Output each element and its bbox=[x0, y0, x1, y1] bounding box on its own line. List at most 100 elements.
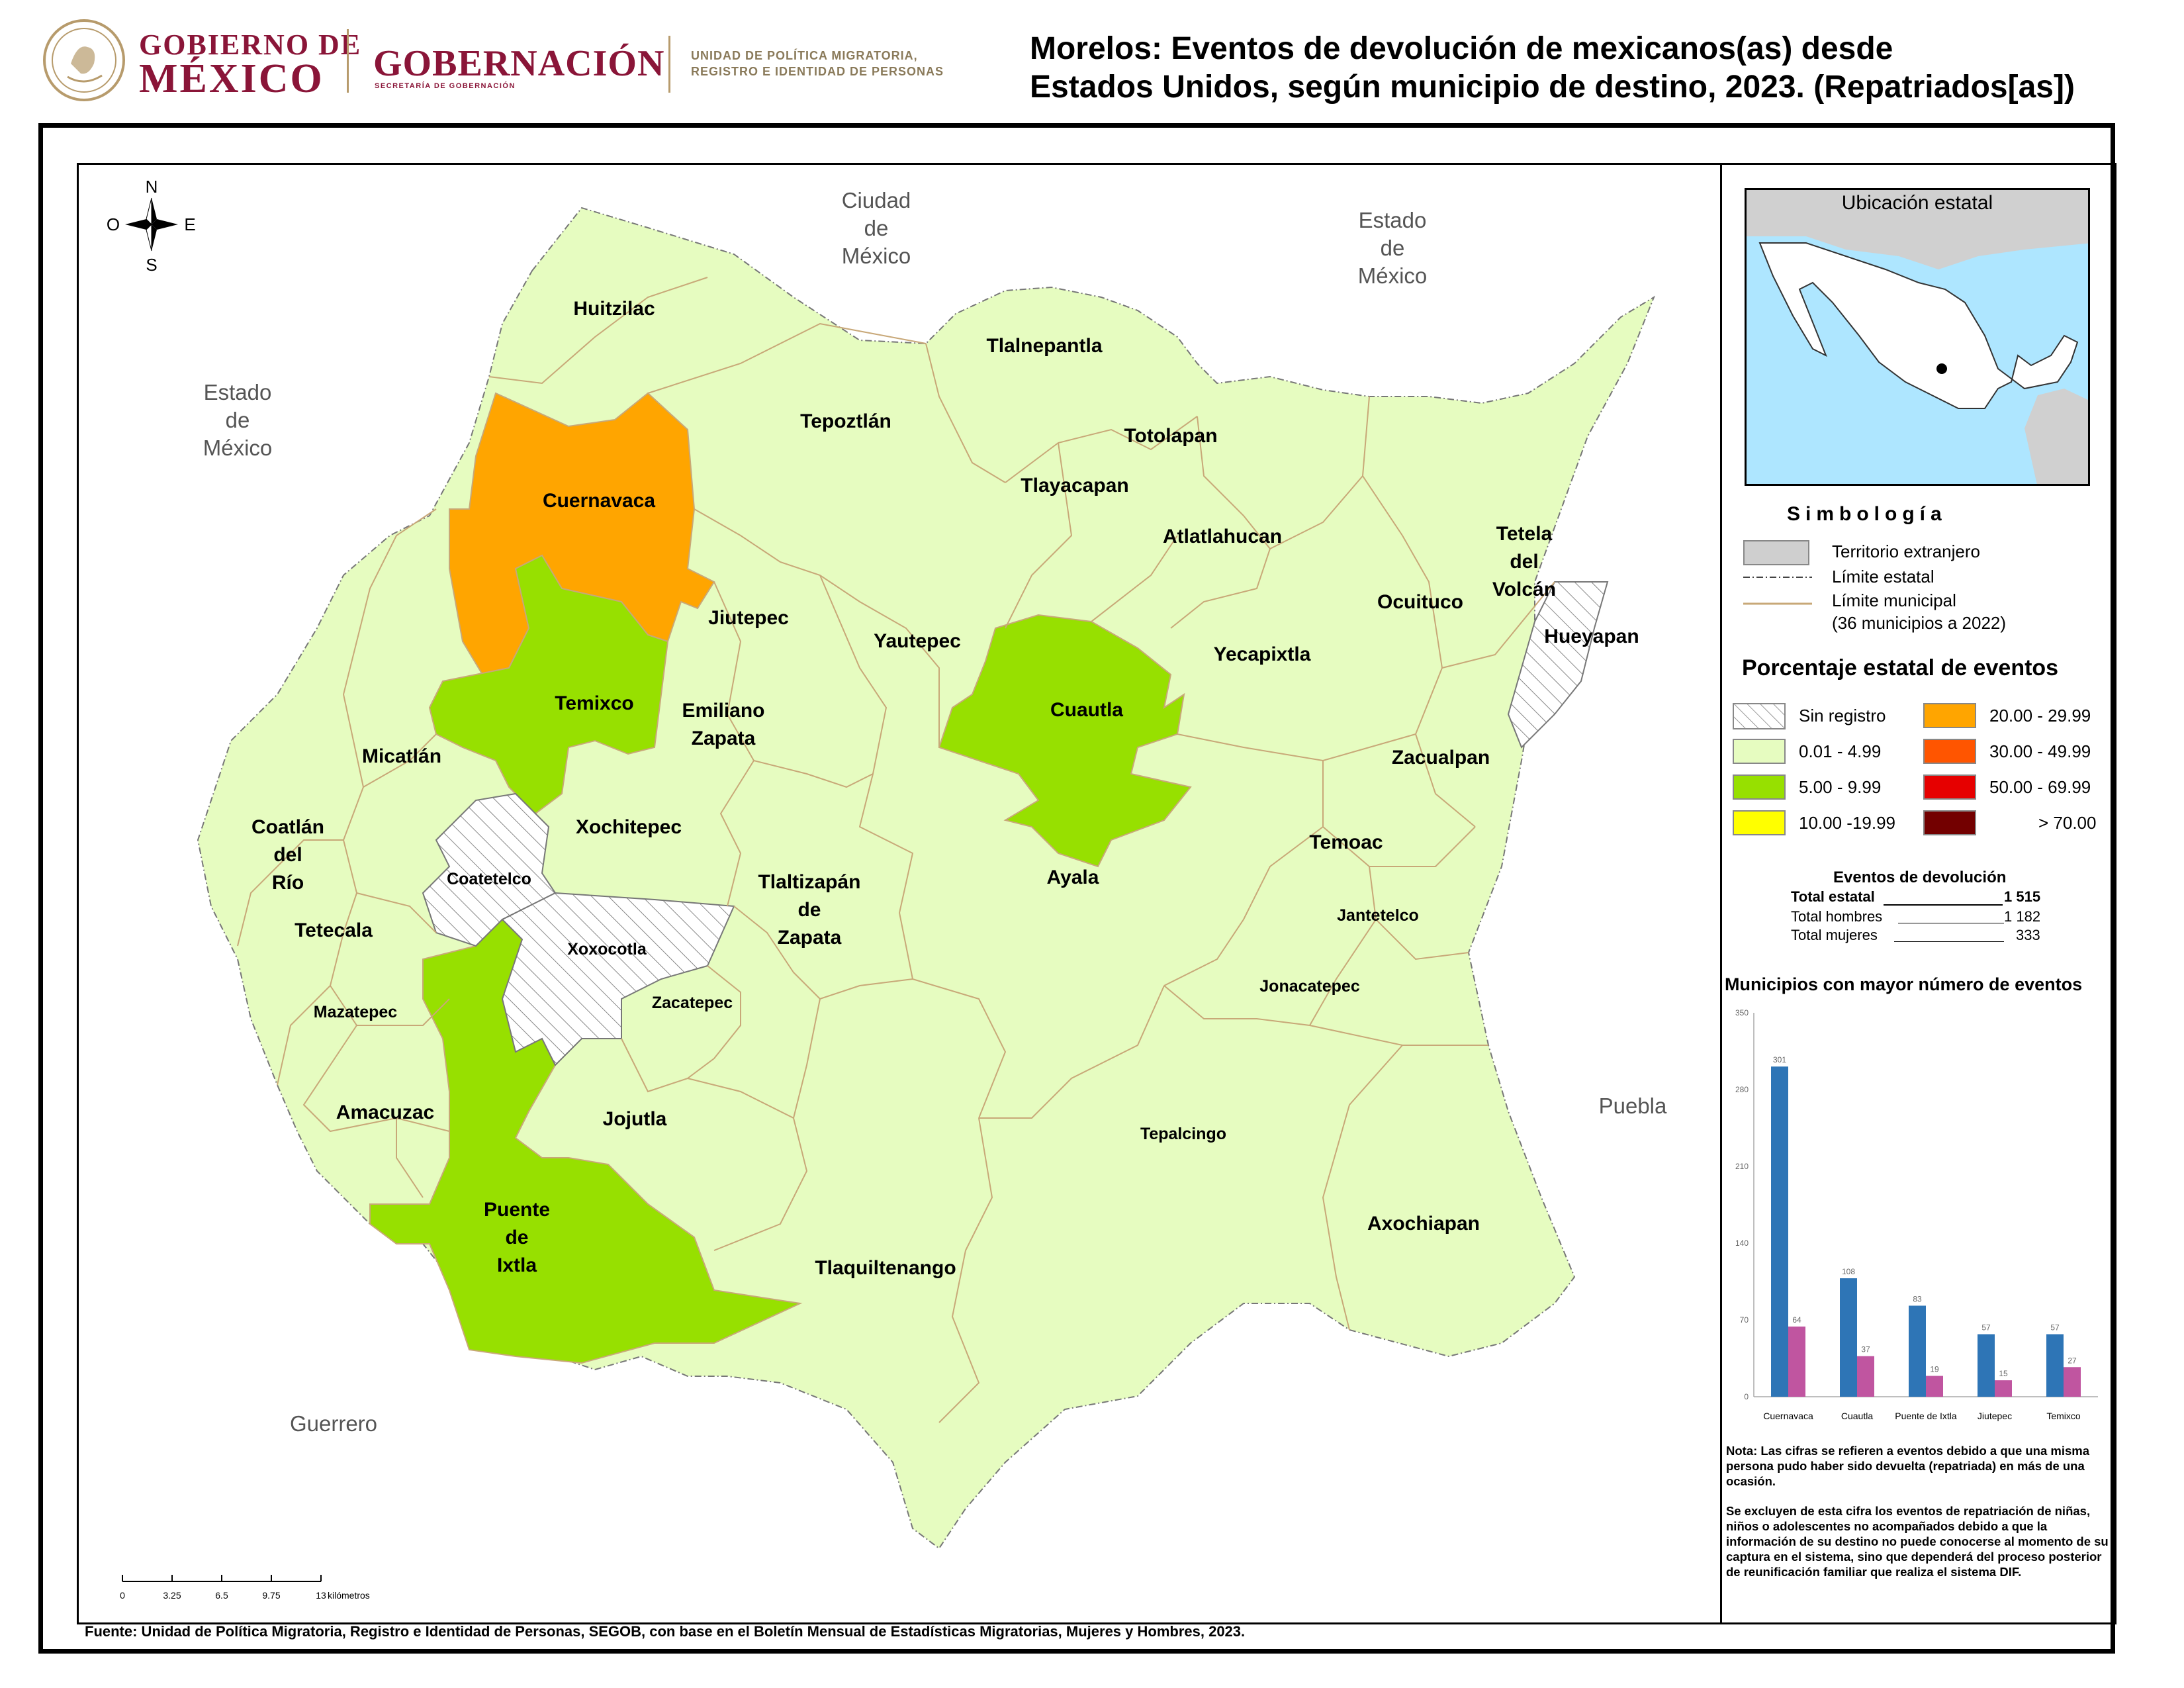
legend-label-0-4: 0.01 - 4.99 bbox=[1799, 741, 1882, 761]
total-mujeres-label: Total mujeres bbox=[1791, 927, 1878, 943]
footnote: Nota: Las cifras se refieren a eventos d… bbox=[1726, 1443, 2110, 1594]
central-america bbox=[2025, 389, 2088, 484]
bar-y-tick: 280 bbox=[1735, 1085, 1749, 1094]
label-huitzilac: Huitzilac bbox=[573, 298, 655, 320]
label-tlaltizapan-2: de bbox=[797, 899, 821, 921]
neighbor-edomex-ne-line1: Estado bbox=[1359, 208, 1427, 232]
legend-title: Porcentaje estatal de eventos bbox=[1742, 655, 2059, 680]
mexico-shape bbox=[1758, 242, 2079, 409]
legend-label-gt-70: > 70.00 bbox=[2038, 813, 2097, 833]
bar-cuautla-0 bbox=[1840, 1278, 1857, 1397]
source-note: Fuente: Unidad de Política Migratoria, R… bbox=[85, 1623, 1246, 1640]
legend-label-10-19: 10.00 -19.99 bbox=[1799, 813, 1896, 833]
label-temoac: Temoac bbox=[1309, 831, 1383, 853]
usa-territory bbox=[1747, 190, 2088, 269]
label-xochitepec: Xochitepec bbox=[576, 816, 682, 838]
label-puente-ixtla-3: Ixtla bbox=[497, 1254, 537, 1276]
label-emiliano-zapata-1: Emiliano bbox=[682, 700, 764, 722]
segob-subtitle: SECRETARÍA DE GOBERNACIÓN bbox=[375, 82, 516, 90]
label-tetela-2: del bbox=[1510, 551, 1538, 573]
label-ayala: Ayala bbox=[1047, 867, 1099, 888]
municipality-labels: Huitzilac Tlalnepantla Tepoztlán Totolap… bbox=[251, 298, 1639, 1279]
bar-y-tick: 140 bbox=[1735, 1239, 1749, 1248]
compass-n: N bbox=[146, 177, 158, 197]
label-tetecala: Tetecala bbox=[295, 919, 373, 941]
total-mujeres-leader bbox=[1894, 941, 2004, 942]
legend-swatch-sin-registro bbox=[1733, 703, 1786, 729]
legend-label-sin-registro: Sin registro bbox=[1799, 706, 1886, 726]
label-tlaquiltenango: Tlaquiltenango bbox=[815, 1257, 956, 1279]
neighbor-puebla: Puebla bbox=[1599, 1094, 1667, 1118]
bar-value-label: 37 bbox=[1861, 1345, 1870, 1354]
morelos-map: N S E O Ciudad de México Estado de Méxic… bbox=[107, 177, 1667, 1601]
simbologia-title: Simbología bbox=[1787, 503, 1947, 525]
bar-value-label: 15 bbox=[1999, 1369, 2008, 1378]
bar-category-label: Jiutepec bbox=[1978, 1411, 2012, 1421]
scale-tick-3: 9.75 bbox=[262, 1590, 280, 1601]
bar-y-tick: 210 bbox=[1735, 1162, 1749, 1171]
legend-swatch-5-9 bbox=[1733, 774, 1786, 800]
header-divider bbox=[347, 29, 349, 93]
eventos-title: Eventos de devolución bbox=[1833, 868, 2007, 886]
scale-unit: kilómetros bbox=[328, 1590, 370, 1601]
bar-value-label: 108 bbox=[1842, 1267, 1855, 1276]
map-title-line1: Morelos: Eventos de devolución de mexica… bbox=[1030, 31, 1893, 66]
label-tepoztlan: Tepoztlán bbox=[800, 410, 891, 432]
bar-y-tick: 70 bbox=[1740, 1315, 1749, 1325]
bar-value-label: 301 bbox=[1773, 1055, 1786, 1064]
label-amacuzac: Amacuzac bbox=[336, 1102, 434, 1123]
label-emiliano-zapata-2: Zapata bbox=[692, 727, 756, 749]
legend-swatch-30-49 bbox=[1923, 739, 1976, 764]
territorio-swatch bbox=[1743, 540, 1809, 565]
morelos-marker bbox=[1936, 363, 1947, 374]
location-inset-map bbox=[1745, 188, 2090, 486]
label-tepalcingo: Tepalcingo bbox=[1140, 1125, 1226, 1143]
label-temixco: Temixco bbox=[555, 692, 634, 714]
bar-cuernavaca-0 bbox=[1771, 1066, 1788, 1397]
neighbor-edomex-ne-line3: México bbox=[1358, 263, 1428, 288]
bar-category-label: Temixco bbox=[2046, 1411, 2081, 1421]
total-hombres-label: Total hombres bbox=[1791, 908, 1883, 925]
national-seal-logo bbox=[43, 19, 125, 101]
map-panel: N S E O Ciudad de México Estado de Méxic… bbox=[77, 163, 1722, 1624]
total-hombres-value: 1 182 bbox=[2004, 908, 2041, 925]
legend-label-50-69: 50.00 - 69.99 bbox=[1989, 777, 2091, 797]
neighbor-guerrero: Guerrero bbox=[290, 1411, 377, 1436]
scale-tick-4: 13 bbox=[316, 1590, 326, 1601]
bar-temixco-0 bbox=[2046, 1334, 2064, 1397]
total-estatal-leader bbox=[1884, 904, 2003, 906]
upm-line1: UNIDAD DE POLÍTICA MIGRATORIA, bbox=[691, 49, 918, 62]
label-cuernavaca: Cuernavaca bbox=[543, 490, 655, 512]
scale-tick-1: 3.25 bbox=[163, 1590, 181, 1601]
label-yautepec: Yautepec bbox=[874, 630, 961, 652]
neighbor-edomex-w-line2: de bbox=[226, 408, 250, 432]
bar-category-label: Cuernavaca bbox=[1763, 1411, 1813, 1421]
footnote-p2: Se excluyen de esta cifra los eventos de… bbox=[1726, 1504, 2109, 1579]
bar-chart-title: Municipios con mayor número de eventos bbox=[1725, 974, 2083, 994]
gobernacion-logo: GOBERNACIÓN bbox=[373, 43, 665, 84]
bar-y-tick: 0 bbox=[1744, 1392, 1749, 1401]
bar-cuernavaca-1 bbox=[1788, 1326, 1805, 1397]
compass-rose: N S E O bbox=[107, 177, 196, 275]
bar-jiutepec-0 bbox=[1978, 1334, 1995, 1397]
mexico-inset bbox=[1747, 190, 2088, 484]
label-tlaltizapan-1: Tlaltizapán bbox=[758, 871, 860, 893]
bar-value-label: 19 bbox=[1930, 1365, 1939, 1374]
label-atlatlahucan: Atlatlahucan bbox=[1163, 526, 1282, 547]
label-coatlan-3: Río bbox=[272, 872, 304, 894]
legend-label-5-9: 5.00 - 9.99 bbox=[1799, 777, 1882, 797]
compass-o: O bbox=[107, 214, 120, 234]
label-zacatepec: Zacatepec bbox=[652, 994, 733, 1012]
legend-swatch-20-29 bbox=[1923, 703, 1976, 728]
label-tlaltizapan-3: Zapata bbox=[778, 927, 842, 949]
label-hueyapan: Hueyapan bbox=[1544, 626, 1639, 647]
label-axochiapan: Axochiapan bbox=[1367, 1213, 1480, 1235]
label-jojutla: Jojutla bbox=[603, 1108, 667, 1130]
label-tetela-3: Volcán bbox=[1492, 579, 1556, 600]
upm-line2: REGISTRO E IDENTIDAD DE PERSONAS bbox=[691, 65, 944, 78]
scale-tick-0: 0 bbox=[120, 1590, 125, 1601]
label-micatlan: Micatlán bbox=[362, 745, 441, 767]
neighbor-edomex-ne-line2: de bbox=[1381, 236, 1405, 260]
side-panel bbox=[1722, 163, 2116, 1624]
label-xoxocotla: Xoxocotla bbox=[567, 940, 647, 959]
